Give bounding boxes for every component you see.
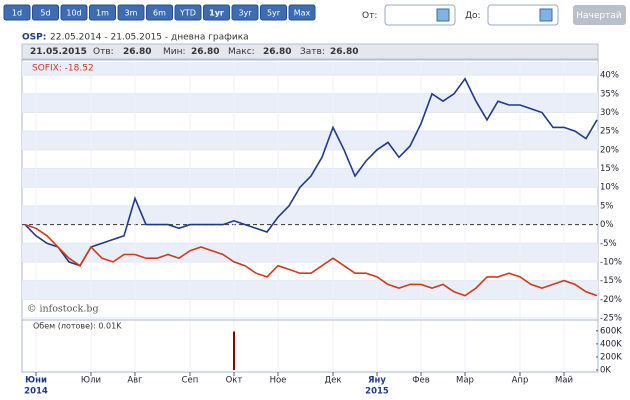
range-button-label[interactable]: 10d [66, 9, 81, 18]
range-button-bg[interactable] [174, 4, 202, 21]
range-button-label[interactable]: 5yr [267, 9, 281, 18]
range-button[interactable]: 1d [3, 4, 31, 21]
range-button[interactable]: 3yr [231, 4, 259, 21]
x-tick-label: Окт [226, 376, 243, 386]
x-tick-label: Апр [512, 376, 529, 386]
series-line [24, 223, 598, 297]
y-tick-label: -20% [600, 295, 622, 305]
grid-band [22, 62, 598, 76]
range-button-label[interactable]: Max [294, 9, 311, 18]
grid-band [22, 205, 598, 225]
y-tick-label: 30% [600, 108, 619, 118]
range-button[interactable]: 5d [32, 4, 59, 21]
range-button[interactable]: Max [288, 4, 316, 21]
range-button[interactable]: 3m [117, 4, 145, 21]
legend-entry: SOFIX: -18.52 [32, 64, 94, 74]
x-tick-label: Юли [81, 376, 101, 386]
range-button[interactable]: 10d [60, 4, 88, 21]
grid-band [22, 131, 598, 150]
y-tick-label: 40% [600, 71, 619, 81]
range-button[interactable]: 1m [89, 4, 116, 21]
grid-band [22, 280, 598, 300]
range-button-bg[interactable] [288, 4, 316, 21]
range-button-label[interactable]: YTD [179, 9, 196, 18]
range-button-label[interactable]: 1yr [209, 9, 224, 18]
y-tick-label: 35% [600, 89, 619, 99]
from-label: От: [362, 11, 377, 21]
grid-band [22, 93, 598, 113]
range-button-bg[interactable] [203, 4, 230, 21]
y-tick-label: -15% [600, 276, 622, 286]
range-button-label[interactable]: 1m [96, 9, 109, 18]
y-tick-label: 10% [600, 183, 619, 193]
info-bar [21, 43, 599, 60]
range-button-bg[interactable] [117, 4, 145, 21]
range-button-label[interactable]: 1d [12, 9, 22, 18]
draw-button[interactable] [573, 5, 626, 25]
info-date: 21.05.2015 [30, 47, 87, 57]
x-year-label: 2015 [365, 387, 389, 397]
volume-tick-label: 200K [600, 352, 622, 362]
volume-bar [233, 331, 235, 370]
x-tick-label: Фев [412, 376, 430, 386]
y-tick-label: 15% [600, 164, 619, 174]
y-tick-label: -25% [600, 314, 622, 324]
range-button-bg[interactable] [231, 4, 259, 21]
range-button-label[interactable]: 3yr [238, 9, 252, 18]
x-tick-label: Яну [368, 376, 386, 386]
info-value: 26.80 [123, 47, 151, 57]
range-button-bg[interactable] [260, 4, 287, 21]
y-tick-label: 0% [600, 220, 614, 230]
x-tick-label: Май [555, 376, 573, 386]
range-button-bg[interactable] [32, 4, 59, 21]
y-tick-label: 20% [600, 145, 619, 155]
range-button-label[interactable]: 6m [153, 9, 166, 18]
calendar-icon[interactable] [436, 8, 450, 22]
info-label: Макс: [228, 47, 255, 57]
x-tick-label: Мар [456, 376, 474, 386]
y-tick-label: 5% [600, 201, 614, 211]
info-value: 26.80 [191, 47, 219, 57]
range-button[interactable]: 5yr [260, 4, 287, 21]
x-year-label: 2014 [24, 387, 48, 397]
x-tick-label: Юни [25, 376, 47, 386]
info-value: 26.80 [330, 47, 358, 57]
series-line [24, 77, 598, 267]
range-button[interactable]: 1yr [203, 4, 230, 21]
info-label: Отв: [93, 47, 114, 57]
volume-tick-label: 400K [600, 339, 622, 349]
range-button-bg[interactable] [60, 4, 88, 21]
symbol: OSP: [22, 33, 46, 43]
range-button-label[interactable]: 3m [125, 9, 138, 18]
volume-tick-label: 600K [600, 326, 622, 336]
watermark: © infostock.bg [27, 304, 99, 315]
x-tick-label: Авг [127, 376, 143, 386]
draw-button-label[interactable]: Начертай [576, 11, 622, 21]
to-label: До: [465, 11, 481, 21]
y-tick-label: 25% [600, 127, 619, 137]
info-value: 26.80 [263, 47, 291, 57]
range-button-bg[interactable] [146, 4, 173, 21]
range-button[interactable]: 6m [146, 4, 173, 21]
info-label: Затв: [300, 47, 325, 57]
volume-tick-label: 0K [600, 366, 611, 376]
calendar-icon[interactable] [539, 8, 553, 22]
range-button-bg[interactable] [89, 4, 116, 21]
x-tick-label: Ное [270, 376, 287, 386]
range-button-label[interactable]: 5d [40, 9, 50, 18]
x-tick-label: Дек [324, 376, 341, 386]
range-button-bg[interactable] [3, 4, 31, 21]
info-label: Мин: [163, 47, 186, 57]
y-tick-label: -5% [600, 239, 617, 249]
grid-band [22, 243, 598, 262]
subtitle: 22.05.2014 - 21.05.2015 - дневна графика [50, 33, 249, 43]
x-tick-label: Сеп [182, 376, 199, 386]
range-button[interactable]: YTD [174, 4, 202, 21]
volume-title: Обем (лотове): 0.01K [33, 322, 122, 331]
y-tick-label: -10% [600, 257, 622, 267]
